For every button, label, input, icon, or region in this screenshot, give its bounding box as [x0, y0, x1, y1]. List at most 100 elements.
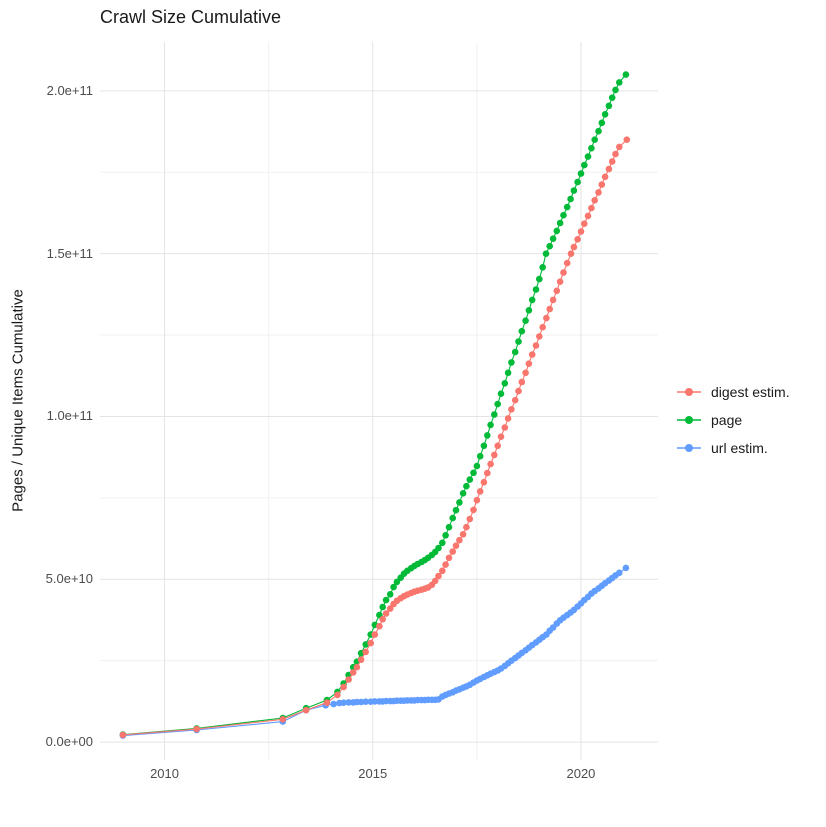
- series-digest-estim-point: [480, 478, 488, 486]
- series-digest-estim-point: [452, 542, 460, 549]
- series-digest-estim-point: [382, 610, 390, 617]
- series-page-point: [386, 591, 394, 598]
- series-digest-estim-point: [601, 173, 609, 181]
- series-digest-estim-point: [463, 523, 470, 531]
- series-page-point: [466, 476, 474, 483]
- series-digest-estim-line: [122, 139, 628, 736]
- series-page-point: [484, 432, 491, 439]
- series-page-point: [508, 359, 515, 366]
- series-page-point: [546, 242, 553, 250]
- series-digest-estim-point: [439, 567, 446, 575]
- series-digest-estim-point: [484, 469, 491, 477]
- series-digest-estim-point: [525, 360, 533, 368]
- series-digest-estim-point: [459, 531, 467, 538]
- series-page-point: [445, 523, 453, 531]
- series-digest-estim-point: [584, 212, 592, 220]
- series-page-point: [487, 421, 494, 429]
- series-digest-estim-point: [536, 333, 543, 340]
- series-page-point: [574, 178, 581, 186]
- series-digest-estim-point: [598, 181, 606, 188]
- series-page-point: [494, 400, 502, 408]
- series-url-estim-point: [340, 699, 347, 706]
- series-digest-estim-point: [445, 554, 453, 562]
- series-digest-estim-point: [349, 669, 357, 676]
- series-page-point: [435, 544, 442, 552]
- series-page-point: [598, 119, 606, 127]
- series-digest-estim-point: [591, 197, 598, 204]
- series-page-point: [542, 250, 550, 257]
- x-tick-label: 2010: [150, 766, 179, 781]
- series-digest-estim-point: [491, 451, 498, 459]
- series-page-point: [539, 264, 546, 271]
- y-tick-label: 5.0e+10: [45, 571, 93, 587]
- series-digest-estim-point: [345, 676, 352, 683]
- series-digest-estim-point: [532, 342, 540, 349]
- series-page-point: [470, 469, 477, 477]
- series-digest-estim-point: [386, 605, 394, 612]
- series-digest-estim-point: [302, 706, 310, 714]
- series-digest-estim-point: [379, 616, 387, 623]
- series-digest-estim-point: [508, 406, 515, 413]
- series-page-point: [504, 369, 512, 377]
- series-page-point: [584, 153, 592, 160]
- series-digest-estim-point: [456, 536, 463, 544]
- series-digest-estim-point: [515, 387, 522, 395]
- series-page-point: [476, 452, 484, 460]
- series-url-estim-point: [362, 698, 370, 705]
- series-page-point: [522, 317, 529, 325]
- y-tick-label: 0.0e+00: [45, 734, 93, 750]
- series-digest-estim-point: [279, 716, 287, 723]
- series-page-point: [449, 514, 457, 522]
- series-digest-estim-point: [556, 278, 564, 286]
- x-tick-label: 2015: [358, 766, 388, 781]
- series-digest-estim-point: [623, 136, 631, 143]
- legend-item-label: digest estim.: [711, 384, 790, 400]
- series-digest-estim-point: [570, 243, 578, 251]
- series-digest-estim-point: [528, 351, 536, 358]
- legend-item-page: page: [676, 406, 790, 434]
- series-page-point: [560, 211, 567, 219]
- series-page-point: [390, 583, 397, 591]
- series-digest-estim-point: [511, 396, 519, 404]
- series-page-point: [563, 203, 571, 211]
- series-digest-estim-point: [563, 259, 571, 267]
- series-page-point: [511, 348, 519, 356]
- series-page-point: [622, 71, 630, 78]
- series-digest-estim-point: [567, 250, 575, 257]
- series-url-estim-point: [622, 564, 630, 572]
- legend-key-icon: [677, 388, 701, 396]
- legend-item-url-estim: url estim.: [676, 434, 790, 462]
- series-digest-estim-point: [487, 460, 494, 468]
- series-page-point: [553, 227, 561, 235]
- series-digest-estim-point: [504, 415, 512, 422]
- series-digest-estim-point: [501, 424, 509, 431]
- series-url-estim-point: [371, 698, 379, 705]
- legend: digest estim. page url estim.: [676, 378, 790, 462]
- series-digest-estim-point: [522, 369, 529, 377]
- series-page-point: [577, 170, 585, 177]
- series-page-point: [379, 603, 387, 611]
- series-digest-estim-point: [581, 220, 588, 227]
- series-digest-estim-point: [470, 506, 477, 514]
- series-digest-estim-point: [612, 150, 619, 158]
- series-url-estim-line: [122, 567, 627, 737]
- series-page-point: [525, 307, 533, 314]
- series-digest-estim-point: [605, 165, 613, 173]
- series-page-point: [473, 462, 481, 470]
- series-url-estim-point: [345, 699, 352, 706]
- series-digest-estim-point: [518, 378, 526, 386]
- y-tick-label: 1.5e+11: [46, 245, 93, 261]
- series-page-point: [459, 490, 467, 497]
- series-digest-estim-point: [549, 296, 557, 304]
- series-digest-estim-point: [546, 305, 553, 313]
- legend-item-label: page: [711, 412, 743, 428]
- series-digest-estim-point: [473, 496, 481, 504]
- series-digest-estim-point: [466, 515, 474, 523]
- series-digest-estim-point: [193, 725, 200, 733]
- series-page-point: [549, 235, 557, 242]
- series-page-point: [452, 506, 460, 514]
- series-digest-estim-point: [595, 189, 602, 196]
- y-tick-label: 1.0e+11: [46, 408, 93, 424]
- series-page-point: [382, 596, 390, 604]
